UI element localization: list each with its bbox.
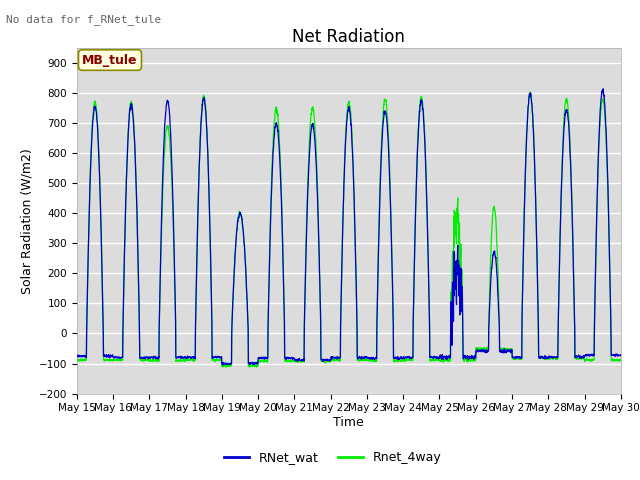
- Title: Net Radiation: Net Radiation: [292, 28, 405, 47]
- X-axis label: Time: Time: [333, 416, 364, 429]
- Text: MB_tule: MB_tule: [82, 54, 138, 67]
- Text: No data for f_RNet_tule: No data for f_RNet_tule: [6, 14, 162, 25]
- Y-axis label: Solar Radiation (W/m2): Solar Radiation (W/m2): [20, 148, 33, 294]
- Legend: RNet_wat, Rnet_4way: RNet_wat, Rnet_4way: [219, 446, 447, 469]
